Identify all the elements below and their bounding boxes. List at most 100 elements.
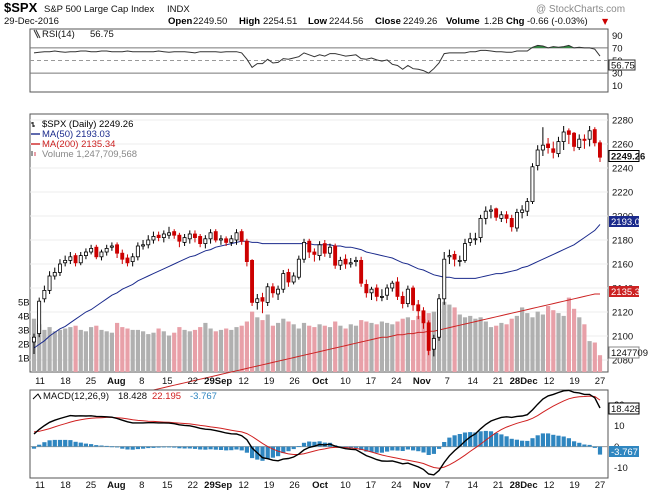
- x-tick: 15: [162, 376, 173, 387]
- ma200-tag: 2135.34: [611, 287, 645, 298]
- candle-body: [535, 149, 540, 167]
- candle: [515, 208, 519, 232]
- volume-bar: [525, 313, 530, 372]
- macd-value-3: -3.767: [190, 391, 217, 402]
- candle-body: [281, 273, 286, 290]
- candle-body: [504, 214, 509, 219]
- histogram-bar: [499, 434, 504, 447]
- candle-body: [566, 130, 571, 135]
- x-tick: Nov: [413, 376, 432, 387]
- volume-bar: [94, 325, 99, 372]
- volume-bar: [156, 328, 161, 372]
- histogram-bar: [270, 446, 275, 458]
- x-tick-bottom: Nov: [413, 480, 432, 491]
- histogram-bar: [437, 446, 442, 449]
- candle-body: [141, 244, 145, 247]
- candle-body: [125, 257, 130, 264]
- volume-bar: [385, 322, 390, 372]
- volume-bar: [338, 325, 343, 372]
- histogram-bar: [364, 446, 369, 452]
- candle: [561, 126, 566, 150]
- candle: [141, 240, 145, 250]
- volume-bar: [255, 317, 260, 372]
- candle: [37, 297, 42, 338]
- candle: [338, 256, 343, 270]
- histogram-bar: [442, 442, 447, 447]
- candle: [109, 242, 114, 251]
- candle-body: [192, 233, 197, 238]
- volume-y-tick: 2B: [18, 339, 30, 350]
- candle: [213, 229, 218, 243]
- macd-y-tick: 10: [614, 421, 625, 432]
- candle: [322, 240, 327, 257]
- candle-body: [109, 245, 114, 248]
- histogram-bar: [462, 432, 468, 447]
- candle-body: [255, 298, 260, 303]
- legend-label: MA(200) 2135.34: [42, 139, 115, 150]
- watermark: @ StockCharts.com: [536, 4, 625, 15]
- candle-body: [52, 271, 57, 277]
- candle: [192, 230, 197, 243]
- candle-body: [561, 131, 566, 143]
- candle-body: [592, 129, 597, 144]
- x-tick-bottom: 19: [264, 480, 275, 491]
- rsi-value-tag-box: [608, 59, 636, 71]
- candle-body: [63, 259, 68, 264]
- close-value: 2249.26: [403, 16, 437, 27]
- volume-bar: [68, 327, 73, 372]
- x-tick-bottom: 12: [544, 480, 555, 491]
- candle: [84, 248, 88, 260]
- histogram-bar: [89, 444, 94, 447]
- histogram-bar: [213, 446, 218, 450]
- x-tick: 12: [544, 376, 555, 387]
- candle-body: [494, 208, 499, 218]
- volume-bar: [83, 331, 88, 372]
- candle-body: [327, 246, 332, 254]
- x-tick-bottom: 25: [86, 480, 97, 491]
- candle: [473, 232, 478, 245]
- candle-body: [99, 251, 104, 258]
- histogram-bar: [141, 446, 146, 449]
- histogram-bar: [296, 446, 301, 447]
- candle-body: [89, 247, 94, 253]
- histogram-bar: [509, 438, 514, 447]
- price-y-tick: 2180: [612, 236, 633, 247]
- histogram-bar: [250, 446, 255, 459]
- candle: [405, 285, 410, 308]
- candle: [520, 205, 525, 219]
- candle: [104, 244, 109, 256]
- volume-bar: [462, 317, 468, 372]
- legend-label: Volume 1,247,709,568: [42, 149, 137, 160]
- volume-bar: [577, 317, 582, 372]
- volume-bar: [509, 318, 514, 372]
- x-tick: 7: [445, 376, 450, 387]
- candle-body: [509, 217, 514, 228]
- volume-bar: [239, 325, 244, 372]
- volume-bar: [172, 332, 177, 372]
- histogram-bar: [473, 432, 478, 447]
- candle: [32, 333, 36, 354]
- histogram-bar: [551, 434, 556, 447]
- candle: [462, 238, 467, 263]
- candle-body: [525, 201, 530, 212]
- x-tick: 27: [595, 376, 606, 387]
- volume-bar: [276, 322, 281, 372]
- candle-body: [343, 258, 348, 265]
- candle-body: [104, 247, 109, 253]
- x-tick-bottom: 11: [35, 480, 45, 491]
- candle: [572, 132, 576, 152]
- histogram-bar: [379, 446, 384, 453]
- volume-bar: [546, 306, 551, 372]
- candle: [437, 294, 441, 341]
- histogram-bar: [37, 444, 42, 447]
- high-value: 2254.51: [263, 16, 297, 27]
- candle: [115, 242, 119, 258]
- candle-body: [546, 143, 550, 148]
- volume-bar: [141, 331, 146, 372]
- macd-signal-line: [33, 395, 601, 469]
- histogram-bar: [198, 446, 203, 450]
- histogram-bar: [447, 437, 452, 447]
- candle: [307, 238, 312, 258]
- candle: [276, 285, 280, 300]
